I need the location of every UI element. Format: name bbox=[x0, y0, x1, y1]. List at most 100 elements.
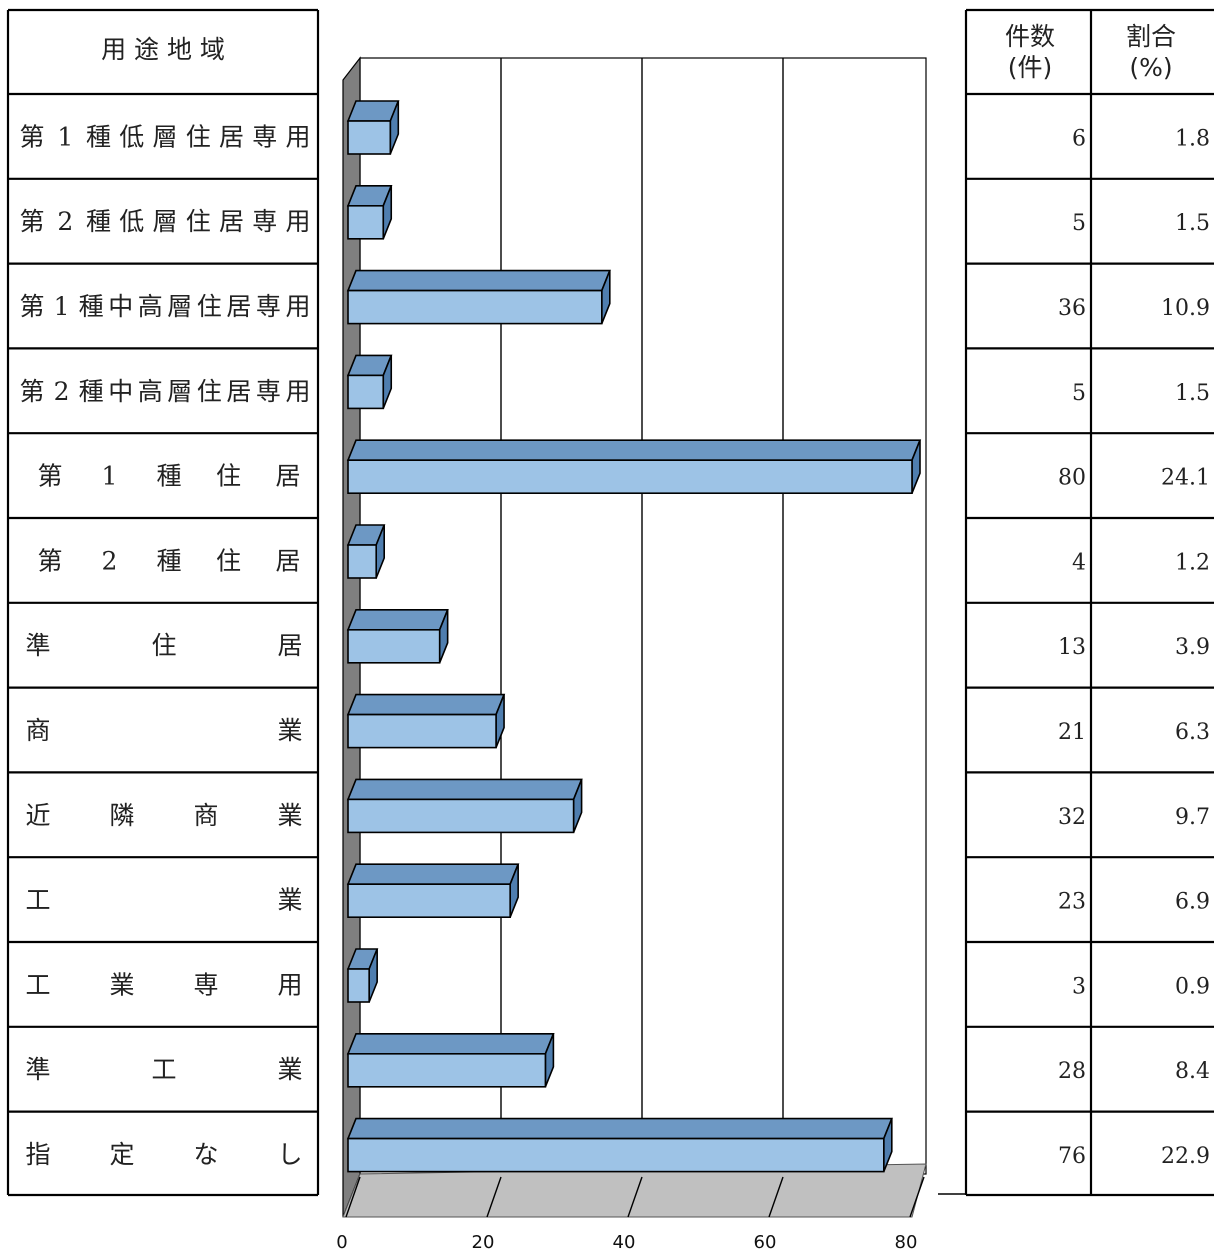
row-count: 13 bbox=[1058, 635, 1086, 660]
bar-1 bbox=[346, 185, 393, 240]
row-label-char: 低 bbox=[119, 207, 144, 236]
row-label-char: 専 bbox=[252, 207, 277, 236]
row-label-char: 住 bbox=[216, 462, 241, 491]
floor-tick-80 bbox=[909, 1176, 925, 1218]
row-label-char: 用 bbox=[285, 377, 310, 406]
bar-front bbox=[347, 1053, 547, 1088]
row-label-char: 用 bbox=[277, 970, 302, 999]
row-label: 第 2 種 住 居 bbox=[37, 546, 300, 575]
row-ratio: 3.9 bbox=[1175, 635, 1210, 660]
row-label-char: 専 bbox=[193, 970, 218, 999]
row-ratio: 1.5 bbox=[1175, 381, 1210, 406]
row-label-char: 居 bbox=[275, 462, 300, 491]
row-ratio: 22.9 bbox=[1161, 1144, 1210, 1169]
row-ratio: 8.4 bbox=[1175, 1059, 1210, 1084]
bar-front bbox=[347, 628, 441, 664]
row-label-char: 隣 bbox=[109, 801, 134, 830]
row-ratios: 1.8 1.5 10.9 1.5 24.1 1.2 3.9 6.3 9.7 6.9 0.9 8.4 22… bbox=[1161, 126, 1210, 1169]
row-label-char: 用 bbox=[285, 207, 310, 236]
row-label-char: 居 bbox=[226, 377, 251, 406]
bar-top bbox=[346, 693, 506, 716]
row-ratio: 9.7 bbox=[1175, 805, 1210, 830]
row-labels: 第 1 種低層住居専用第 2 種低層住居専用第 1 種中高層住居専用第 2 種中高層住居専用第 1… bbox=[19, 122, 310, 1169]
bar-front bbox=[347, 1137, 885, 1173]
header-category: 用 途 地 域 bbox=[101, 35, 225, 64]
row-label: 指定なし bbox=[25, 1140, 302, 1169]
bar-front bbox=[347, 459, 913, 495]
bar-top bbox=[346, 863, 520, 886]
row-label-char: 層 bbox=[167, 292, 192, 321]
row-label-char: 1 bbox=[57, 122, 73, 151]
bar-7 bbox=[346, 693, 506, 749]
row-label-char: 中 bbox=[108, 377, 133, 406]
row-label-char: 住 bbox=[197, 377, 222, 406]
row-ratio: 10.9 bbox=[1161, 296, 1210, 321]
row-count: 5 bbox=[1072, 211, 1086, 236]
row-label: 準住居 bbox=[25, 631, 302, 660]
row-label-char: 居 bbox=[226, 292, 251, 321]
bar-front bbox=[347, 798, 575, 834]
row-label-char: 第 bbox=[19, 207, 44, 236]
bar-0 bbox=[346, 100, 400, 155]
x-tick-label: 0 bbox=[336, 1232, 347, 1253]
bars bbox=[346, 100, 922, 1173]
header-ratio-line2: (%) bbox=[1129, 53, 1172, 82]
row-label-char: 準 bbox=[25, 631, 50, 660]
chart-frame bbox=[342, 56, 966, 1218]
row-ratio: 6.9 bbox=[1175, 890, 1210, 915]
bar-3 bbox=[346, 354, 393, 410]
bar-front bbox=[347, 374, 385, 410]
row-label-char: し bbox=[277, 1140, 302, 1169]
row-label-char: 居 bbox=[277, 631, 302, 660]
row-label-char: 住 bbox=[186, 122, 211, 151]
row-label-char: 2 bbox=[102, 546, 118, 575]
x-tick-label: 60 bbox=[754, 1232, 777, 1253]
row-count: 4 bbox=[1072, 550, 1086, 575]
row-label-char: 用 bbox=[285, 122, 310, 151]
row-label: 第 1 種 住 居 bbox=[37, 462, 300, 491]
row-label-char: 種 bbox=[79, 377, 104, 406]
x-axis-ticks: 0 20 40 60 80 bbox=[336, 1232, 917, 1253]
row-label-char: 業 bbox=[277, 1055, 302, 1084]
bar-6 bbox=[346, 608, 449, 664]
floor-tick-40 bbox=[627, 1176, 643, 1218]
row-label-char: 種 bbox=[156, 462, 181, 491]
bar-front bbox=[347, 968, 370, 1003]
row-count: 80 bbox=[1058, 466, 1086, 491]
header-count-line1: 件数 bbox=[1005, 22, 1055, 51]
bar-top bbox=[346, 1033, 555, 1055]
row-label-char: 業 bbox=[277, 801, 302, 830]
bar-12 bbox=[346, 1117, 893, 1173]
row-label-char: 工 bbox=[151, 1055, 176, 1084]
table-grid bbox=[6, 8, 1214, 1197]
row-counts: 6 5 36 5 80 4 13 21 32 23 3 28 76 bbox=[1058, 126, 1086, 1169]
bar-front bbox=[347, 713, 497, 749]
row-label-char: 2 bbox=[57, 207, 73, 236]
row-label-char: 専 bbox=[256, 377, 281, 406]
row-label: 近隣商業 bbox=[25, 801, 302, 830]
row-label-char: 近 bbox=[25, 801, 50, 830]
row-ratio: 1.8 bbox=[1175, 126, 1210, 151]
row-label-char: 層 bbox=[152, 207, 177, 236]
floor-tick-20 bbox=[486, 1176, 502, 1218]
row-label-char: 商 bbox=[193, 801, 218, 830]
bar-top bbox=[346, 608, 449, 631]
row-label-char: 住 bbox=[151, 631, 176, 660]
row-ratio: 1.5 bbox=[1175, 211, 1210, 236]
x-tick-label: 40 bbox=[613, 1232, 636, 1253]
row-label-char: 中 bbox=[108, 292, 133, 321]
row-label-char: 商 bbox=[25, 716, 50, 745]
row-count: 28 bbox=[1058, 1059, 1086, 1084]
row-label-char: 住 bbox=[216, 546, 241, 575]
row-label-char: 居 bbox=[219, 207, 244, 236]
row-label-char: 用 bbox=[285, 292, 310, 321]
row-label: 工業専用 bbox=[25, 970, 302, 999]
floor-tick-60 bbox=[768, 1176, 784, 1218]
row-ratio: 1.2 bbox=[1175, 550, 1210, 575]
row-label-char: 低 bbox=[119, 122, 144, 151]
bar-front bbox=[347, 289, 603, 325]
bar-front bbox=[347, 120, 392, 155]
